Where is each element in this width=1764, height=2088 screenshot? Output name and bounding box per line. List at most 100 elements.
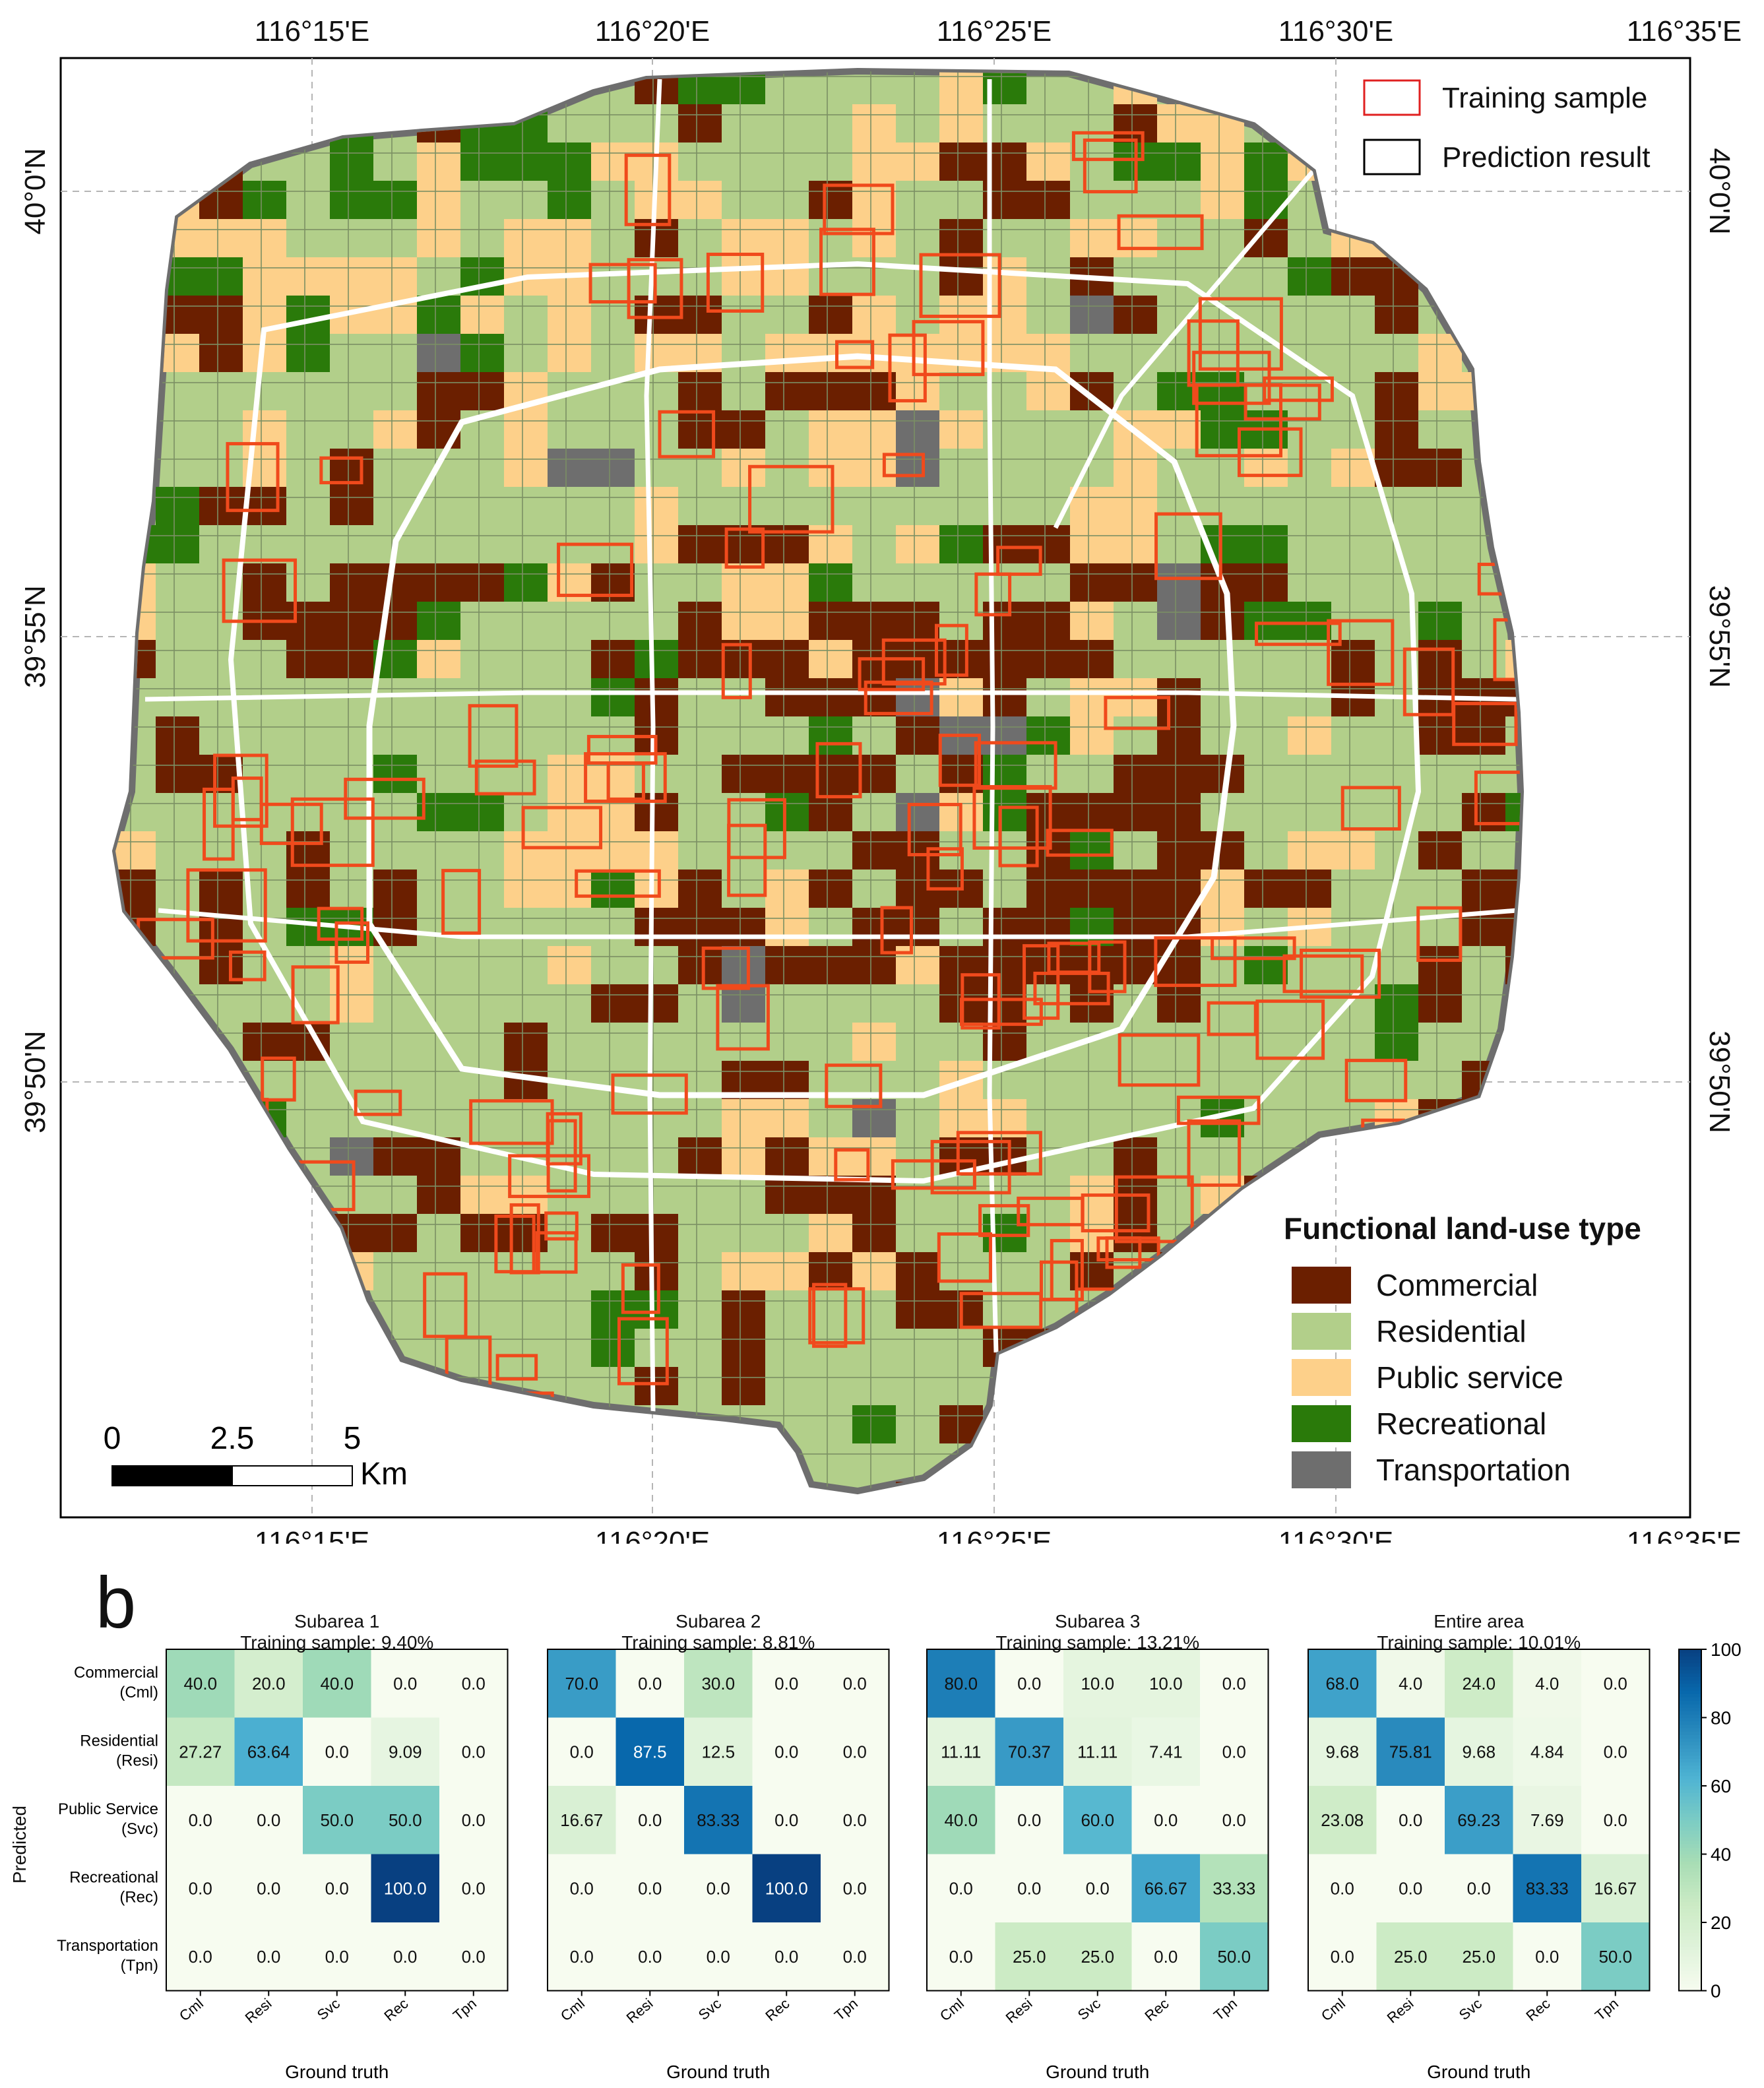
legend-swatch-commercial [1292,1267,1351,1304]
matrix-cell [1308,1649,1377,1718]
matrix-cell-value: 0.0 [638,1810,662,1830]
legend-swatch-transportation [1292,1451,1351,1488]
matrix-cell [303,1649,371,1718]
matrix-cell [166,1922,235,1991]
matrix-cell [1131,1854,1201,1923]
matrix-cell [752,1717,821,1787]
matrix-cell-value: 0.0 [257,1947,280,1967]
training-sample-outline [354,1089,402,1116]
ground-truth-axis-label: Ground truth [285,2062,389,2082]
matrix-cell-value: 0.0 [462,1810,486,1830]
matrix-cell [1308,1922,1377,1991]
training-sample-outline [1046,829,1114,857]
training-sample-outline [1071,131,1145,162]
colorbar-tick-label: 100 [1711,1639,1742,1660]
matrix-cell [615,1786,685,1854]
training-sample-outline [888,333,927,402]
row-label: Commercial [74,1664,158,1682]
matrix-cell-value: 80.0 [944,1674,978,1693]
matrix-cell [1581,1786,1650,1854]
matrix-cell-value: 33.33 [1213,1878,1255,1898]
sample-legend: Training sample Prediction result [1363,79,1650,175]
legend-label-residential: Residential [1376,1314,1527,1348]
lon-tick-top: 116°25'E [937,15,1052,47]
training-sample-outline [1474,771,1521,825]
matrix-cell-value: 7.69 [1530,1810,1564,1830]
matrix-cell-value: 4.0 [1399,1674,1422,1693]
matrix-cell [927,1922,995,1991]
matrix-cell-value: 0.0 [638,1947,662,1967]
matrix-cell [548,1854,616,1923]
matrix-title: Subarea 1 [294,1611,380,1631]
matrix-cell-value: 0.0 [1222,1742,1246,1761]
training-sample-outline [1255,999,1325,1060]
matrix-cell [821,1854,889,1923]
matrix-cell-value: 0.0 [638,1878,662,1898]
training-sample-outline [1117,214,1204,251]
training-sample-outline [290,797,375,868]
lon-tick-bottom: 116°20'E [595,1526,710,1544]
matrix-cell-value: 0.0 [1399,1810,1422,1830]
training-sample-outline [716,984,770,1051]
matrix-cell [234,1649,303,1718]
matrix-cell [1200,1786,1269,1854]
matrix-cell [166,1854,235,1923]
training-sample-outline [1327,619,1395,686]
matrix-cell [1376,1717,1445,1787]
lat-tick-right: 40°0'N [1703,148,1736,234]
matrix-cell-value: 27.27 [179,1742,222,1761]
training-sample-outline [1344,1058,1408,1102]
matrix-cell-value: 0.0 [1331,1947,1354,1967]
training-sample-outline [1211,936,1296,961]
matrix-cell [995,1717,1064,1787]
legend-label-public-service: Public service [1376,1360,1563,1395]
matrix-cell-value: 23.08 [1321,1810,1364,1830]
matrix-cell-value: 16.67 [1594,1878,1637,1898]
matrix-cell-value: 40.0 [944,1810,978,1830]
column-label: Cml [557,1995,588,2024]
matrix-cell [1445,1922,1513,1991]
training-sample-outline [815,742,862,799]
training-sample-outline [584,752,667,804]
matrix-cell-value: 69.23 [1457,1810,1500,1830]
matrix-cell-value: 63.64 [247,1742,290,1761]
row-label: Public Service [58,1800,158,1818]
matrix-cell-value: 0.0 [570,1947,594,1967]
matrix-cell-value: 0.0 [1604,1742,1627,1761]
matrix-cell [1445,1786,1513,1854]
training-sample-outline [1255,621,1342,647]
training-sample-outline [228,950,267,982]
training-sample-outline [724,527,765,569]
matrix-cell-value: 50.0 [1217,1947,1251,1967]
training-sample-outline [959,1292,1043,1329]
matrix-cell-value: 83.33 [1526,1878,1569,1898]
matrix-title: Subarea 2 [676,1611,761,1631]
matrix-cell [1445,1649,1513,1718]
legend-swatch-public-service [1292,1359,1351,1396]
matrix-cell-value: 50.0 [389,1810,422,1830]
matrix-cell [927,1786,995,1854]
matrix-cell [1581,1922,1650,1991]
matrix-cell-value: 0.0 [1017,1674,1041,1693]
training-sample-outline [1114,1175,1194,1244]
legend-label-transportation: Transportation [1376,1453,1571,1487]
matrix-cell [303,1854,371,1923]
matrix-cell-value: 87.5 [633,1742,667,1761]
matrix-cell-value: 0.0 [1017,1878,1041,1898]
training-sample-outline [834,1148,870,1182]
matrix-cell-value: 0.0 [843,1742,867,1761]
training-sample-outline [1237,427,1303,478]
training-sample-outline [1118,1033,1201,1087]
column-label: Rec [762,1995,792,2024]
matrix-cell [166,1717,235,1787]
legend-label-recreational: Recreational [1376,1407,1546,1441]
row-label: (Resi) [116,1752,158,1769]
matrix-cell-value: 50.0 [1598,1947,1632,1967]
matrix-cell [1445,1717,1513,1787]
matrix-cell [1063,1786,1132,1854]
column-label: Resi [1384,1995,1417,2026]
training-sample-outline [557,542,634,597]
matrix-cell-value: 24.0 [1462,1674,1496,1693]
prediction-result-swatch [1363,139,1421,175]
